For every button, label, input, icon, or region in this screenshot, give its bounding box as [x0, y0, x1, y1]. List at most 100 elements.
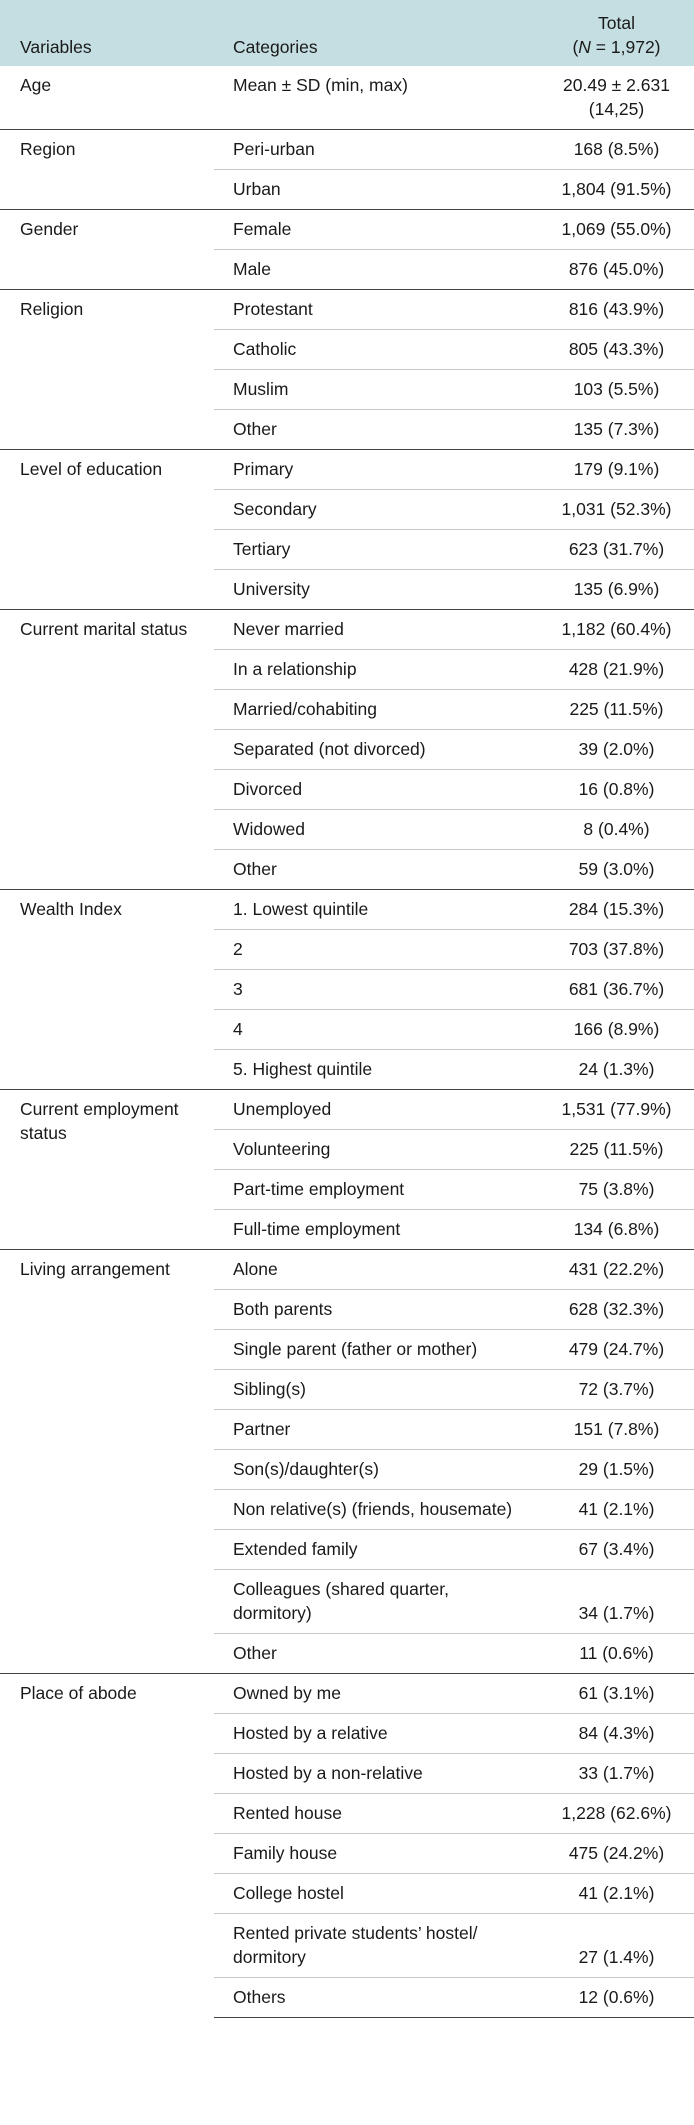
value-cell: 61 (3.1%) [539, 1673, 694, 1714]
table-row: Tertiary 623 (31.7%) [0, 529, 694, 570]
variable-cell: Place of abode [0, 1673, 214, 2018]
value-cell: 1,228 (62.6%) [539, 1793, 694, 1834]
category-cell: Hosted by a relative [214, 1713, 539, 1754]
value-cell: 628 (32.3%) [539, 1289, 694, 1330]
table-row: Hosted by a non-relative 33 (1.7%) [0, 1753, 694, 1794]
value-cell: 67 (3.4%) [539, 1529, 694, 1570]
value-cell: 24 (1.3%) [539, 1049, 694, 1090]
table-row: Religion Protestant 816 (43.9%) [0, 289, 694, 450]
value-cell: 166 (8.9%) [539, 1009, 694, 1050]
table-row: Divorced 16 (0.8%) [0, 769, 694, 810]
variable-cell: Level of education [0, 449, 214, 610]
value-cell: 8 (0.4%) [539, 809, 694, 850]
category-cell: Owned by me [214, 1673, 539, 1714]
table-row: Extended family 67 (3.4%) [0, 1529, 694, 1570]
header-variables: Variables [20, 37, 92, 57]
table-row: Rented house 1,228 (62.6%) [0, 1793, 694, 1834]
value-cell: 1,531 (77.9%) [539, 1089, 694, 1130]
category-cell: Unemployed [214, 1089, 539, 1130]
variable-cell: Region [0, 129, 214, 210]
value-cell: 84 (4.3%) [539, 1713, 694, 1754]
table-row: Secondary 1,031 (52.3%) [0, 489, 694, 530]
category-cell: Non relative(s) (friends, housemate) [214, 1489, 539, 1530]
category-cell: College hostel [214, 1873, 539, 1914]
table-header: Variables Categories Total (N = 1,972) [0, 0, 694, 66]
table-row: Living arrangement Alone 431 (22.2%) [0, 1249, 694, 1674]
value-cell: 479 (24.7%) [539, 1329, 694, 1370]
category-cell: Sibling(s) [214, 1369, 539, 1410]
table-row: Sibling(s) 72 (3.7%) [0, 1369, 694, 1410]
variable-cell: Living arrangement [0, 1249, 214, 1674]
category-cell: Catholic [214, 329, 539, 370]
category-cell: Others [214, 1977, 539, 2018]
category-cell: Rented private students’ hostel/ dormito… [214, 1913, 539, 1978]
category-cell: Tertiary [214, 529, 539, 570]
category-cell: University [214, 569, 539, 610]
category-cell: Peri-urban [214, 129, 539, 170]
table-row: Part-time employment 75 (3.8%) [0, 1169, 694, 1210]
value-cell: 59 (3.0%) [539, 849, 694, 890]
value-cell: 75 (3.8%) [539, 1169, 694, 1210]
category-cell: Son(s)/daughter(s) [214, 1449, 539, 1490]
category-cell: 3 [214, 969, 539, 1010]
variable-cell: Religion [0, 289, 214, 450]
value-cell: 29 (1.5%) [539, 1449, 694, 1490]
category-cell: Both parents [214, 1289, 539, 1330]
value-cell: 703 (37.8%) [539, 929, 694, 970]
table-row: Widowed 8 (0.4%) [0, 809, 694, 850]
table-row: Partner 151 (7.8%) [0, 1409, 694, 1450]
category-cell: Family house [214, 1833, 539, 1874]
variable-cell: Wealth Index [0, 889, 214, 1090]
category-cell: Other [214, 409, 539, 450]
category-cell: Protestant [214, 289, 539, 330]
header-row: Variables Categories Total (N = 1,972) [0, 0, 694, 66]
category-cell: In a relationship [214, 649, 539, 690]
category-cell: Mean ± SD (min, max) [233, 75, 408, 95]
table-row: Family house 475 (24.2%) [0, 1833, 694, 1874]
category-cell: Alone [214, 1249, 539, 1290]
category-cell: Single parent (father or mother) [214, 1329, 539, 1370]
value-cell: 34 (1.7%) [539, 1569, 694, 1634]
table-row: 5. Highest quintile 24 (1.3%) [0, 1049, 694, 1090]
category-cell: Part-time employment [214, 1169, 539, 1210]
table-row: Catholic 805 (43.3%) [0, 329, 694, 370]
table-row: Son(s)/daughter(s) 29 (1.5%) [0, 1449, 694, 1490]
category-cell: Separated (not divorced) [214, 729, 539, 770]
header-categories: Categories [233, 37, 318, 57]
value-cell: 225 (11.5%) [539, 689, 694, 730]
value-cell: 876 (45.0%) [539, 249, 694, 290]
header-total-label: Total [598, 13, 635, 33]
value-cell: 816 (43.9%) [539, 289, 694, 330]
table-row: Wealth Index 1. Lowest quintile 284 (15.3%… [0, 889, 694, 1090]
category-cell: Rented house [214, 1793, 539, 1834]
table-row: In a relationship 428 (21.9%) [0, 649, 694, 690]
variable-cell: Gender [0, 209, 214, 290]
table-row: Age Mean ± SD (min, max) 20.49 ± 2.631 (14… [0, 66, 694, 130]
table-row: 3 681 (36.7%) [0, 969, 694, 1010]
value-cell: 20.49 ± 2.631 (14,25) [563, 75, 670, 119]
category-cell: Hosted by a non-relative [214, 1753, 539, 1794]
category-cell: Secondary [214, 489, 539, 530]
category-cell: Never married [214, 609, 539, 650]
value-cell: 1,069 (55.0%) [539, 209, 694, 250]
category-cell: Male [214, 249, 539, 290]
value-cell: 11 (0.6%) [539, 1633, 694, 1674]
value-cell: 134 (6.8%) [539, 1209, 694, 1250]
category-cell: Urban [214, 169, 539, 210]
table-row: Urban 1,804 (91.5%) [0, 169, 694, 210]
value-cell: 151 (7.8%) [539, 1409, 694, 1450]
table-row: Others 12 (0.6%) [0, 1977, 694, 2018]
category-cell: Other [214, 1633, 539, 1674]
table-row: Single parent (father or mother) 479 (24.… [0, 1329, 694, 1370]
category-cell: Married/cohabiting [214, 689, 539, 730]
value-cell: 284 (15.3%) [539, 889, 694, 930]
table-row: Level of education Primary 179 (9.1%) [0, 449, 694, 610]
value-cell: 135 (6.9%) [539, 569, 694, 610]
category-cell: Other [214, 849, 539, 890]
category-cell: Colleagues (shared quarter, dormitory) [214, 1569, 539, 1634]
value-cell: 428 (21.9%) [539, 649, 694, 690]
value-cell: 16 (0.8%) [539, 769, 694, 810]
category-cell: 5. Highest quintile [214, 1049, 539, 1090]
value-cell: 39 (2.0%) [539, 729, 694, 770]
table-row: Colleagues (shared quarter, dormitory) 34… [0, 1569, 694, 1634]
